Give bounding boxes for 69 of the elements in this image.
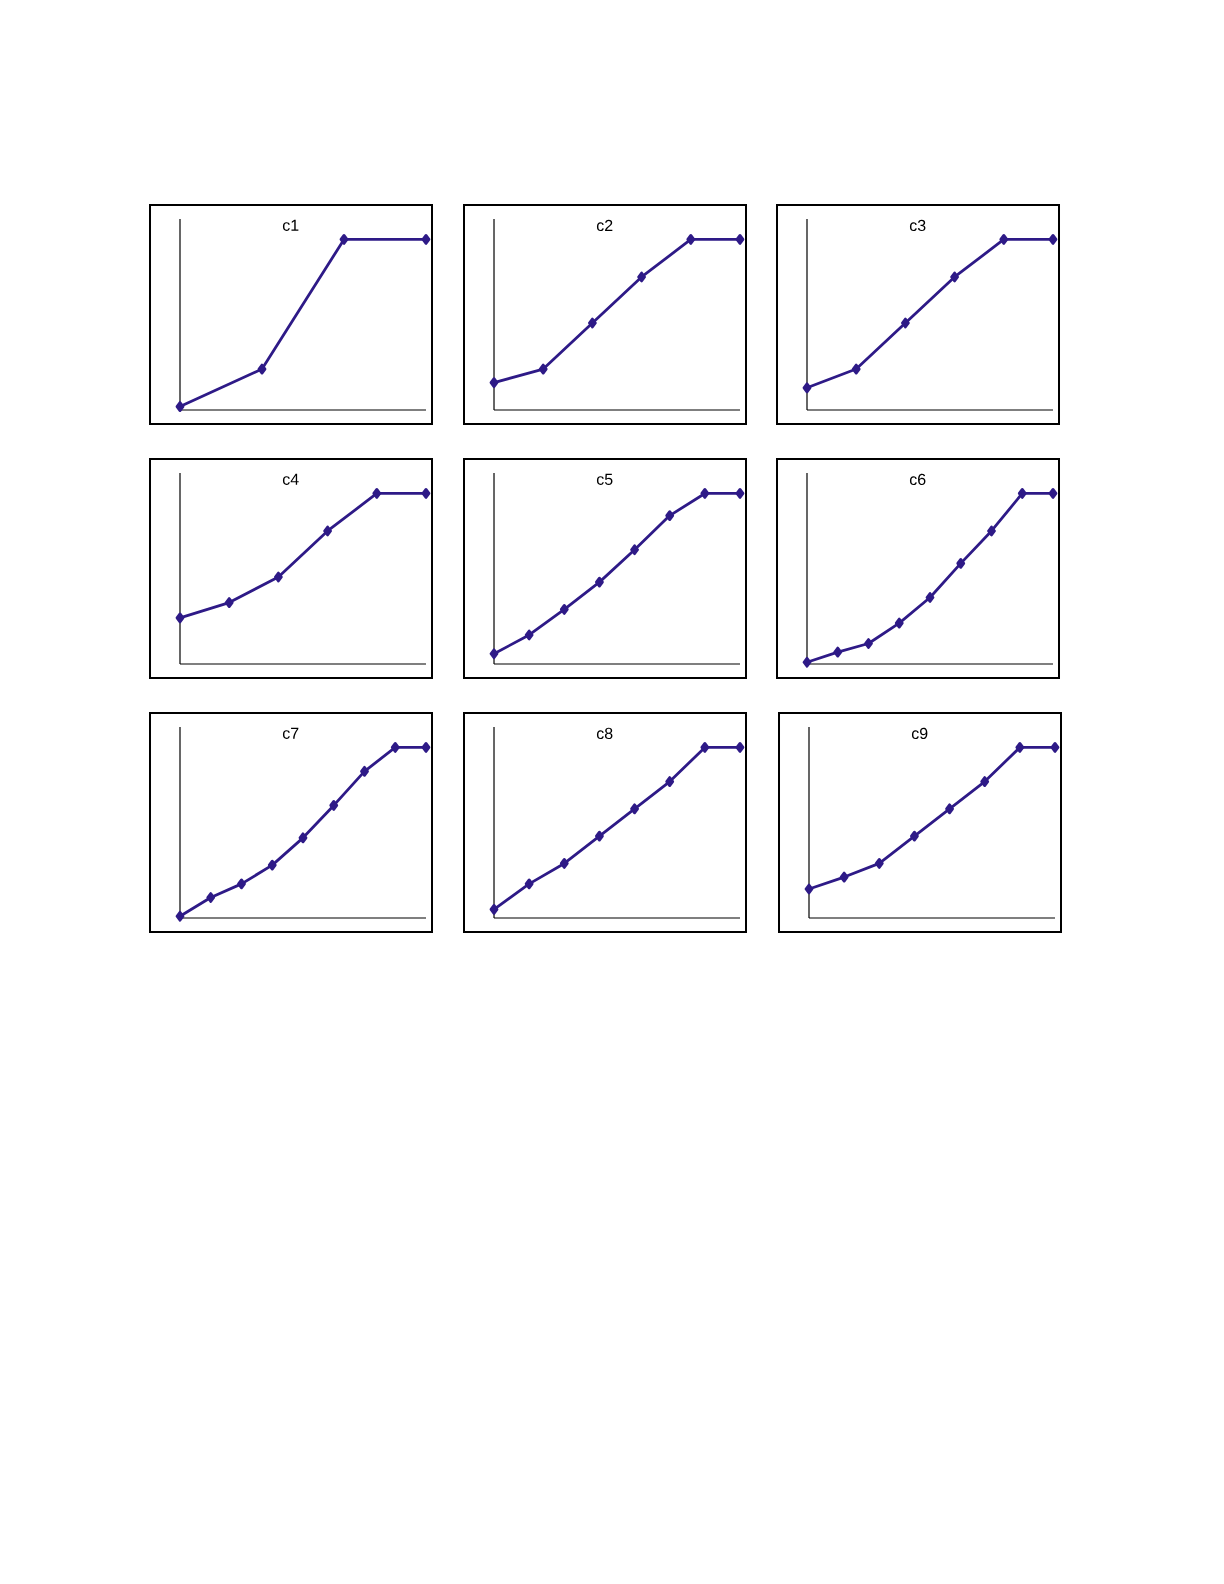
point bbox=[1017, 488, 1027, 499]
point bbox=[329, 800, 339, 811]
point bbox=[630, 803, 639, 815]
chart-title: c5 bbox=[596, 473, 613, 485]
point bbox=[224, 597, 234, 608]
chart-title: c1 bbox=[282, 219, 299, 231]
point bbox=[1050, 742, 1060, 753]
point bbox=[901, 317, 910, 329]
chart-title: c8 bbox=[596, 727, 613, 740]
point bbox=[360, 765, 369, 777]
point bbox=[237, 878, 246, 890]
point bbox=[1048, 488, 1058, 499]
chart-title: c7 bbox=[282, 727, 299, 739]
point bbox=[925, 592, 935, 603]
point bbox=[999, 234, 1009, 245]
point bbox=[637, 271, 646, 283]
point bbox=[735, 742, 745, 753]
point bbox=[630, 544, 639, 556]
point bbox=[665, 776, 675, 787]
point bbox=[323, 525, 332, 537]
point bbox=[864, 638, 873, 649]
point bbox=[735, 234, 745, 245]
point bbox=[874, 858, 884, 869]
point bbox=[524, 629, 534, 641]
point bbox=[700, 488, 710, 499]
point bbox=[489, 904, 499, 915]
point bbox=[956, 557, 966, 569]
point bbox=[700, 742, 710, 753]
point bbox=[372, 488, 382, 499]
point bbox=[735, 488, 745, 499]
point bbox=[802, 656, 812, 668]
point bbox=[559, 858, 569, 869]
chart-title: c2 bbox=[596, 219, 613, 232]
point bbox=[980, 776, 990, 787]
point bbox=[1048, 234, 1058, 245]
point bbox=[894, 617, 904, 629]
point bbox=[588, 317, 597, 329]
point bbox=[524, 878, 534, 890]
point bbox=[987, 525, 996, 537]
point bbox=[206, 892, 216, 903]
point bbox=[804, 883, 814, 895]
point bbox=[833, 646, 843, 658]
chart-title: c9 bbox=[911, 727, 928, 740]
point bbox=[538, 363, 548, 375]
point bbox=[390, 742, 400, 753]
point bbox=[802, 382, 812, 394]
chart-title: c4 bbox=[282, 473, 299, 485]
point bbox=[489, 648, 499, 660]
point bbox=[595, 576, 604, 588]
point bbox=[559, 604, 569, 615]
point bbox=[945, 803, 954, 815]
point bbox=[489, 377, 499, 389]
chart-title: c6 bbox=[909, 473, 926, 486]
point bbox=[421, 742, 431, 753]
point bbox=[839, 871, 849, 883]
point bbox=[175, 612, 185, 624]
chart-title: c3 bbox=[909, 219, 926, 232]
point bbox=[665, 510, 675, 522]
point bbox=[267, 859, 277, 871]
point bbox=[950, 271, 959, 283]
point bbox=[686, 234, 696, 245]
point bbox=[1015, 742, 1025, 753]
point bbox=[595, 830, 604, 842]
point bbox=[298, 832, 308, 844]
point bbox=[421, 488, 431, 499]
point bbox=[851, 363, 861, 375]
point bbox=[273, 571, 283, 583]
point bbox=[910, 830, 919, 842]
point bbox=[175, 910, 185, 922]
